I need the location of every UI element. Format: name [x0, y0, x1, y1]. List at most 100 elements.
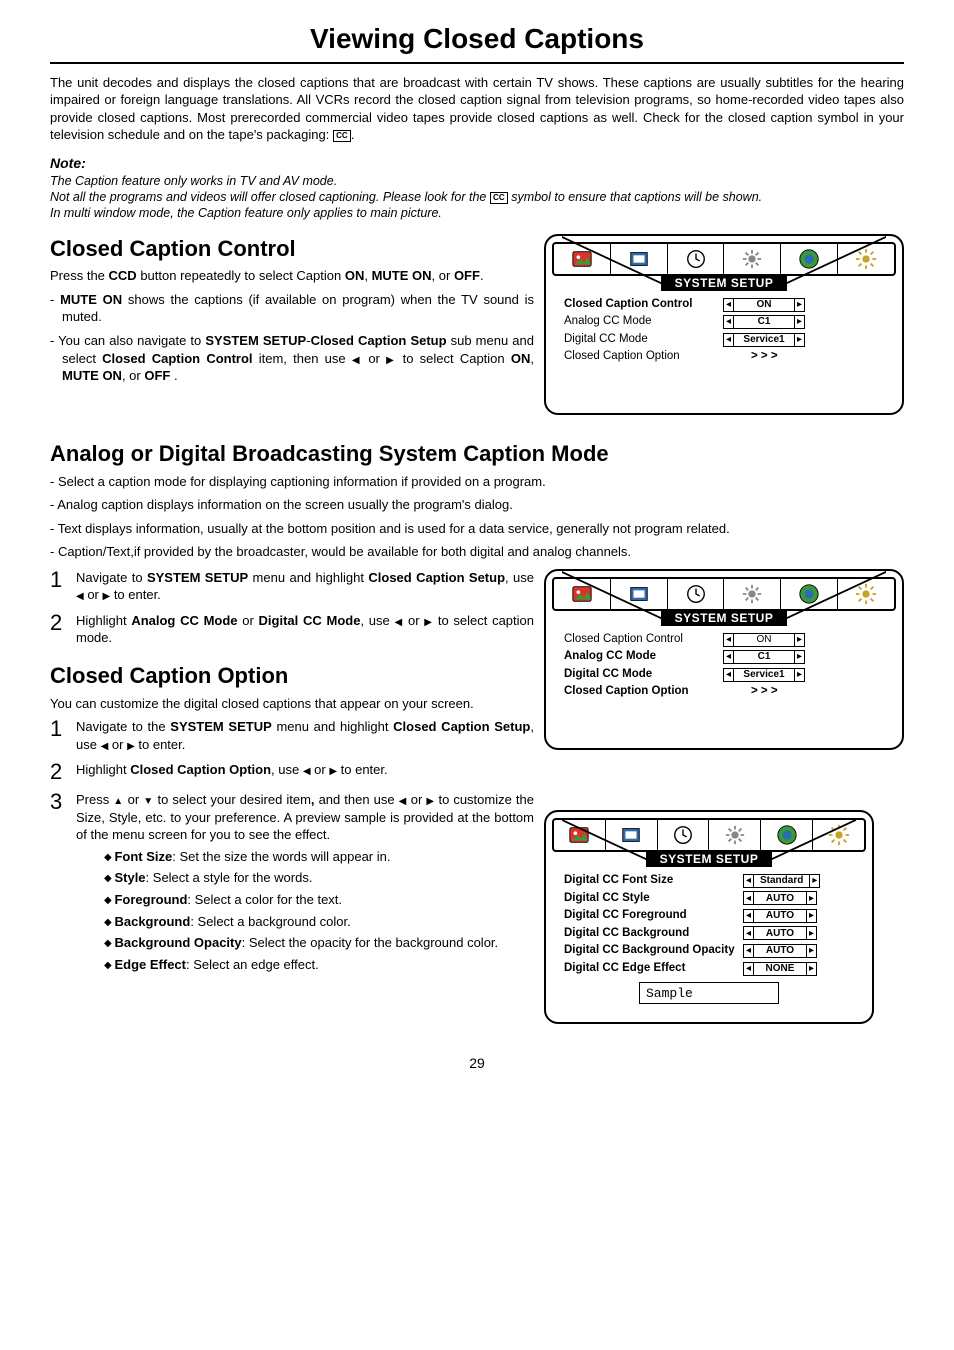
- t: menu and highlight: [248, 570, 368, 585]
- step-number-2: 2: [50, 612, 68, 634]
- t: .: [480, 268, 484, 283]
- t: Closed Caption Setup: [393, 719, 530, 734]
- t: : Select a color for the text.: [187, 892, 342, 907]
- t: : Select an edge effect.: [186, 957, 319, 972]
- osd1-row1: Closed Caption Control ◂ON▸: [564, 297, 884, 313]
- section3-step1: 1 Navigate to the SYSTEM SETUP menu and …: [50, 718, 534, 753]
- osd1-row3: Digital CC Mode ◂Service1▸: [564, 332, 884, 348]
- t: -: [50, 292, 60, 307]
- osd3-r1-lbl: Digital CC Font Size: [564, 873, 739, 889]
- t: Analog CC Mode: [131, 613, 237, 628]
- right-arrow-icon: ▶: [127, 741, 135, 752]
- t: ON: [511, 351, 531, 366]
- section3-heading: Closed Caption Option: [50, 661, 534, 691]
- t: Press: [76, 792, 113, 807]
- intro-text: The unit decodes and displays the closed…: [50, 74, 904, 144]
- t: Font Size: [114, 849, 172, 864]
- osd1-r2-val: C1: [734, 315, 794, 329]
- section3-step2: 2 Highlight Closed Caption Option, use ◀…: [50, 761, 534, 783]
- t: Foreground: [114, 892, 187, 907]
- note-line-2b: symbol to ensure that captions will be s…: [508, 190, 762, 204]
- osd2-r1-lbl: Closed Caption Control: [564, 632, 719, 648]
- step-number-1: 1: [50, 569, 68, 591]
- left-arrow-icon: ◀: [394, 617, 403, 628]
- left-arrow-icon: ◀: [303, 766, 311, 777]
- osd1-row2: Analog CC Mode ◂C1▸: [564, 314, 884, 330]
- note-line-3: In multi window mode, the Caption featur…: [50, 205, 904, 221]
- step-number-2b: 2: [50, 761, 68, 783]
- section2-l1: - Select a caption mode for displaying c…: [50, 473, 904, 491]
- osd2-row3: Digital CC Mode ◂Service1▸: [564, 667, 884, 683]
- osd3-row2: Digital CC Style ◂AUTO▸: [564, 891, 854, 907]
- t: , use: [271, 762, 303, 777]
- t: ON: [345, 268, 365, 283]
- tab-setup-icon: [724, 244, 781, 274]
- t: Navigate to: [76, 570, 147, 585]
- section2-step2: 2 Highlight Analog CC Mode or Digital CC…: [50, 612, 534, 647]
- t: or: [311, 762, 330, 777]
- osd3-r2-lbl: Digital CC Style: [564, 891, 739, 907]
- right-arrow-icon: ▶: [329, 766, 337, 777]
- t: Closed Caption Control: [102, 351, 252, 366]
- osd2-r2-val: C1: [734, 650, 794, 664]
- osd1-row4: Closed Caption Option > > >: [564, 349, 884, 365]
- t: Background Opacity: [114, 935, 241, 950]
- page-number: 29: [50, 1054, 904, 1073]
- tab-time-icon: [658, 820, 710, 850]
- t: CCD: [109, 268, 137, 283]
- cc-symbol-2: CC: [490, 192, 508, 204]
- t: Closed Caption Option: [130, 762, 271, 777]
- bullet-edge: Edge Effect: Select an edge effect.: [104, 956, 534, 974]
- osd2-r1-val: ON: [734, 633, 794, 647]
- t: OFF: [144, 368, 170, 383]
- section1-heading: Closed Caption Control: [50, 234, 534, 264]
- t: or: [362, 351, 386, 366]
- osd1-r1-lbl: Closed Caption Control: [564, 297, 719, 313]
- t: Style: [114, 870, 145, 885]
- osd-panel-2: SYSTEM SETUP Closed Caption Control ◂ON▸…: [544, 569, 904, 750]
- up-arrow-icon: ▲: [113, 796, 123, 807]
- section2-l2: - Analog caption displays information on…: [50, 496, 904, 514]
- t: : Select a background color.: [190, 914, 350, 929]
- osd3-row6: Digital CC Edge Effect ◂NONE▸: [564, 961, 854, 977]
- t: menu and highlight: [272, 719, 393, 734]
- t: Digital CC Mode: [259, 613, 361, 628]
- osd3-r4-lbl: Digital CC Background: [564, 926, 739, 942]
- t: to enter.: [337, 762, 388, 777]
- t: , or: [432, 268, 454, 283]
- osd-banner: SYSTEM SETUP: [562, 610, 886, 626]
- t: to enter.: [135, 737, 186, 752]
- osd2-row4: Closed Caption Option > > >: [564, 684, 884, 700]
- note-block: Note: The Caption feature only works in …: [50, 154, 904, 222]
- osd1-banner-label: SYSTEM SETUP: [661, 275, 788, 291]
- bullet-bgopacity: Background Opacity: Select the opacity f…: [104, 934, 534, 952]
- t: MUTE ON: [62, 368, 122, 383]
- osd3-r5-val: AUTO: [754, 944, 806, 958]
- left-arrow-icon: ◀: [76, 591, 84, 602]
- t: , use: [360, 613, 394, 628]
- osd3-r4-val: AUTO: [754, 927, 806, 941]
- tab-setup-icon: [709, 820, 761, 850]
- right-arrow-icon: ▶: [424, 617, 433, 628]
- t: : Select a style for the words.: [146, 870, 313, 885]
- section2-step1: 1 Navigate to SYSTEM SETUP menu and high…: [50, 569, 534, 604]
- osd2-r3-val: Service1: [734, 668, 794, 682]
- t: SYSTEM SETUP: [147, 570, 248, 585]
- t: ,: [530, 351, 534, 366]
- t: or: [124, 792, 144, 807]
- t: to select Caption: [396, 351, 510, 366]
- osd-banner: SYSTEM SETUP: [562, 275, 886, 291]
- section1-p1: Press the CCD button repeatedly to selec…: [50, 267, 534, 285]
- osd3-row5: Digital CC Background Opacity ◂AUTO▸: [564, 943, 854, 959]
- left-arrow-icon: ◀: [352, 355, 362, 366]
- t: Closed Caption Setup: [311, 333, 447, 348]
- tab-time-icon: [668, 579, 725, 609]
- bullet-background: Background: Select a background color.: [104, 913, 534, 931]
- osd2-r4-lbl: Closed Caption Option: [564, 684, 719, 700]
- osd3-r2-val: AUTO: [754, 892, 806, 906]
- osd1-r3-lbl: Digital CC Mode: [564, 332, 719, 348]
- note-label: Note:: [50, 154, 904, 173]
- osd2-r3-lbl: Digital CC Mode: [564, 667, 719, 683]
- osd1-r4-lbl: Closed Caption Option: [564, 349, 719, 365]
- t: , use: [505, 570, 534, 585]
